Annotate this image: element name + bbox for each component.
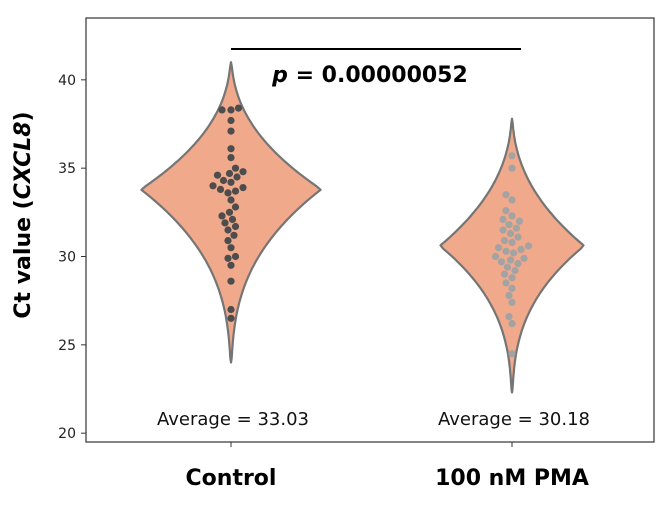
x-tick-label: 100 nM PMA [435, 466, 589, 491]
data-point [227, 145, 235, 153]
data-point [505, 221, 513, 229]
data-point [227, 106, 235, 114]
data-point [509, 249, 518, 257]
data-point [502, 207, 510, 215]
data-point [508, 350, 516, 358]
data-point [508, 298, 516, 306]
data-point [514, 233, 522, 241]
data-point [499, 226, 507, 234]
data-point [228, 215, 237, 223]
data-point [508, 238, 516, 246]
x-tick-label: Control [186, 466, 277, 491]
data-point [515, 217, 524, 225]
data-point [227, 277, 235, 285]
data-point [520, 254, 528, 262]
data-point [508, 164, 516, 172]
data-point [494, 244, 503, 252]
x-axis: Control Average = 33.03 100 nM PMA Average … [157, 409, 590, 491]
data-point [233, 173, 241, 181]
data-point [231, 203, 240, 211]
data-point [512, 224, 521, 232]
data-point [231, 252, 240, 261]
data-point [224, 237, 232, 245]
data-point [231, 187, 240, 195]
data-point [227, 244, 235, 252]
plot-frame [85, 17, 655, 443]
data-point [506, 256, 515, 264]
data-point [505, 313, 513, 321]
y-tick-label: 35 [58, 161, 76, 177]
data-point [227, 196, 235, 204]
y-tick-label: 25 [58, 338, 76, 354]
data-point [497, 258, 506, 266]
p-value-text: = 0.00000052 [288, 63, 468, 88]
data-point [505, 291, 513, 299]
data-points [209, 104, 533, 358]
data-point [225, 208, 234, 216]
data-point [491, 252, 500, 261]
data-point [227, 305, 235, 314]
data-point [216, 185, 225, 193]
p-label: p [271, 63, 288, 88]
data-point [508, 284, 516, 292]
data-point [508, 274, 516, 282]
data-point [499, 215, 507, 223]
data-point [524, 242, 533, 250]
data-point [508, 152, 516, 160]
y-tick-label: 30 [58, 250, 76, 266]
data-point [502, 279, 510, 287]
data-point [219, 176, 228, 185]
data-point [227, 127, 235, 135]
data-point [209, 182, 217, 190]
data-point [239, 184, 247, 192]
data-point [506, 229, 515, 238]
data-point [500, 270, 509, 278]
p-value-annotation: p = 0.00000052 [271, 63, 468, 88]
data-point [231, 222, 240, 231]
data-point [508, 212, 516, 220]
data-point [227, 178, 235, 186]
data-point [218, 106, 226, 114]
data-point [508, 196, 516, 204]
data-point [503, 263, 512, 271]
data-point [502, 247, 510, 255]
data-point [218, 212, 226, 220]
data-point [502, 191, 510, 199]
data-point [230, 231, 238, 239]
y-axis-label: Ct value (CXCL8) [11, 111, 36, 318]
data-point [511, 267, 519, 275]
data-point [234, 104, 243, 112]
data-point [221, 219, 229, 227]
data-point [224, 189, 232, 197]
data-point [231, 164, 240, 172]
data-point [224, 254, 232, 262]
data-point [227, 261, 235, 269]
data-point [239, 168, 247, 176]
data-point [517, 245, 525, 253]
y-tick-label: 40 [58, 73, 76, 89]
data-point [225, 169, 234, 178]
data-point [500, 237, 509, 245]
data-point [227, 116, 235, 125]
data-point [224, 226, 232, 234]
data-point [213, 171, 222, 179]
average-label: Average = 30.18 [438, 409, 590, 430]
y-tick-label: 20 [58, 426, 76, 442]
average-label: Average = 33.03 [157, 409, 309, 430]
data-point [227, 154, 235, 162]
data-point [227, 314, 235, 322]
data-point [514, 260, 522, 268]
y-axis: 20 25 30 35 40 [58, 73, 86, 442]
data-point [508, 320, 516, 328]
